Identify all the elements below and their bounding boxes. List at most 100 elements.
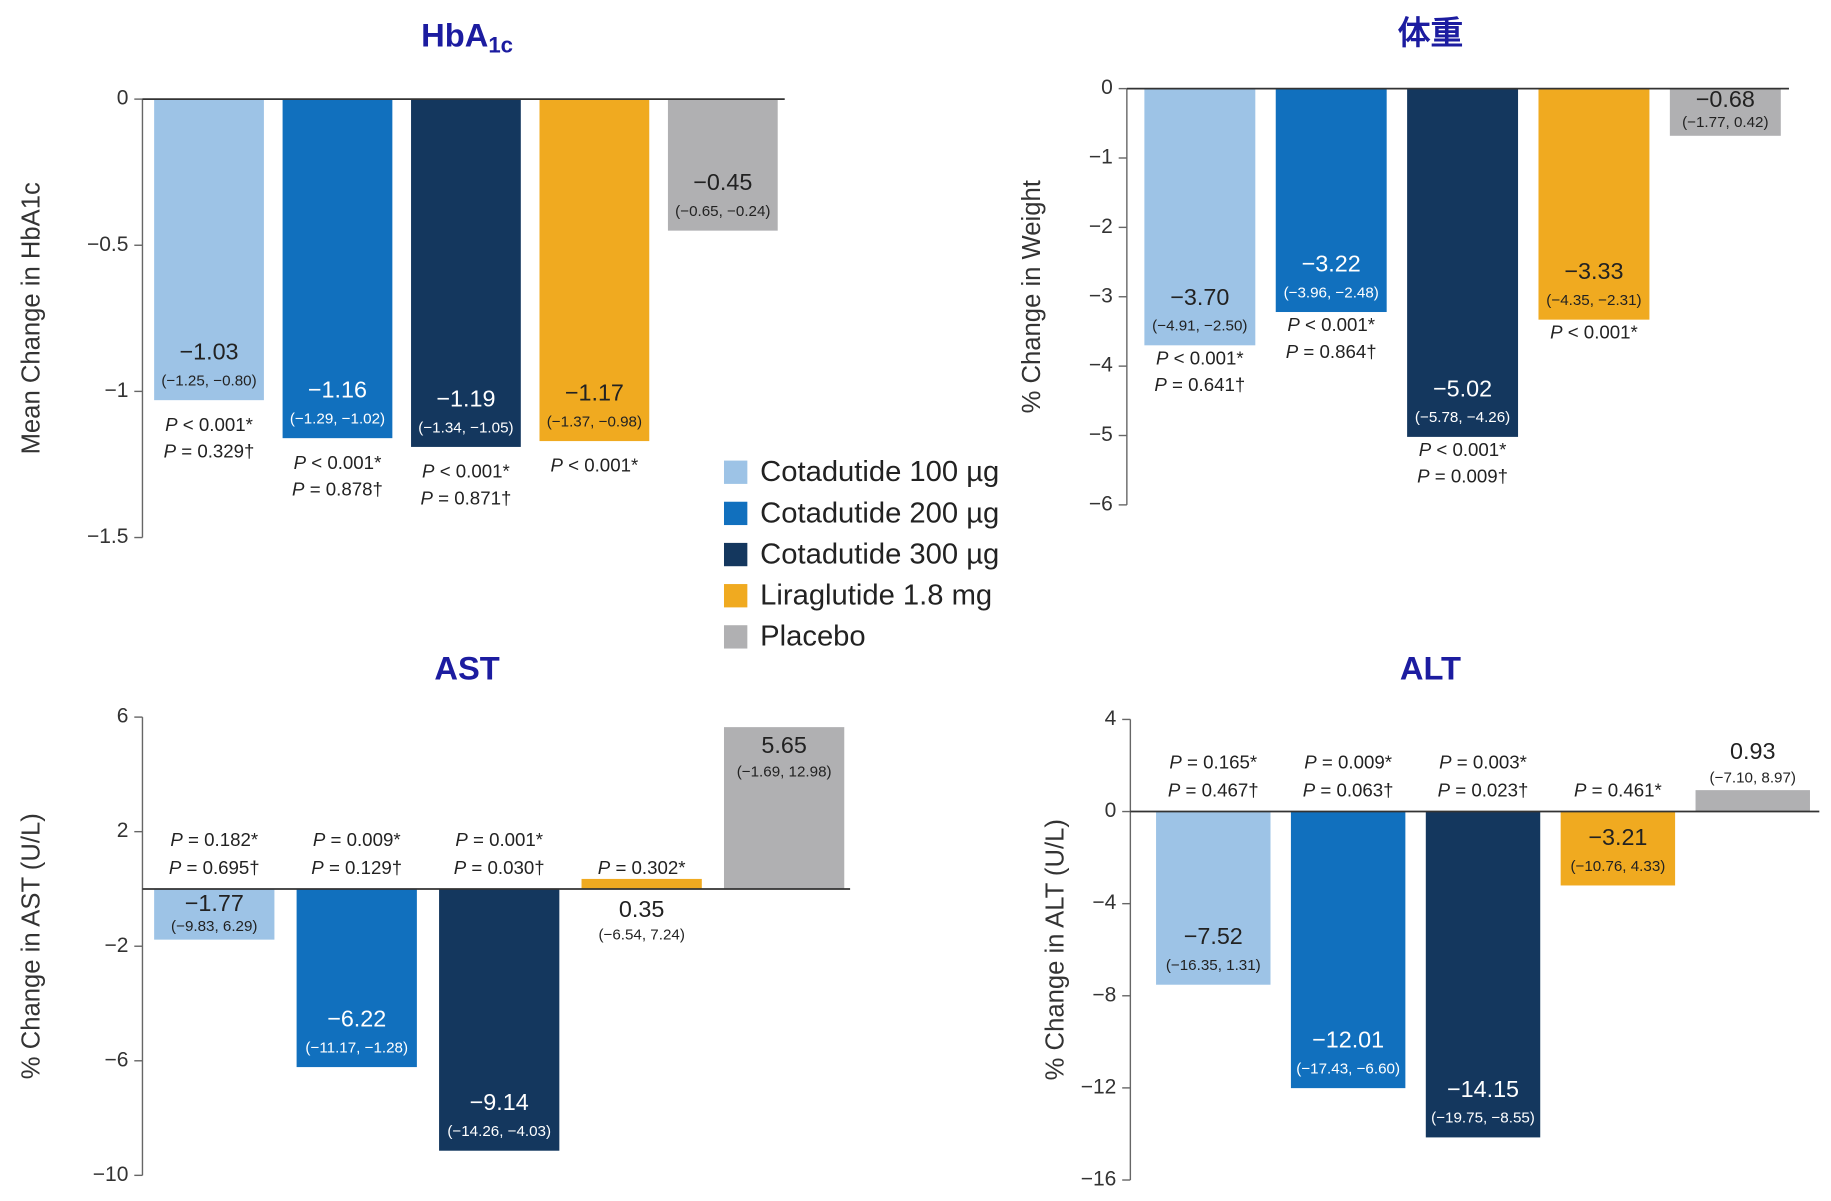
legend-swatch [723,584,748,608]
value-label: −0.45 [693,169,752,195]
p-value-label: P = 0.864† [1286,341,1377,362]
y-tick-label: −1.5 [87,525,128,548]
y-tick-label: 4 [1105,707,1117,730]
y-tick-label: 6 [117,705,129,728]
chart-title: ALT [1400,649,1461,686]
p-value-label: P = 0.001* [455,829,543,850]
bar [282,99,393,439]
chart-title: HbA1c [421,16,513,58]
y-axis-label: % Change in Weight [1018,180,1046,413]
title-text: AST [434,649,499,686]
ci-label: (−0.65, −0.24) [675,203,770,220]
y-tick-label: −12 [1081,1075,1117,1098]
y-tick-label: 0 [1101,76,1113,99]
bar [667,99,778,231]
ci-label: (−1.34, −1.05) [418,419,513,436]
bar [1538,88,1650,320]
value-label: −14.15 [1447,1076,1519,1102]
y-tick-label: −6 [104,1048,128,1071]
value-label: 0.35 [619,896,664,922]
y-tick-label: −2 [104,934,128,957]
p-value-label: P = 0.467† [1168,780,1259,801]
bar [1425,811,1541,1138]
y-tick-label: −6 [1089,492,1113,515]
ci-label: (−3.96, −2.48) [1284,284,1379,301]
ci-label: (−5.78, −4.26) [1415,409,1510,426]
value-label: −1.03 [179,339,238,365]
y-tick-label: 2 [117,819,129,842]
bar [439,888,560,1151]
p-value-label: P < 0.001* [1550,322,1638,343]
ci-label: (−6.54, 7.24) [598,927,684,944]
y-tick-label: −1 [104,379,128,402]
p-value-label: P = 0.461* [1574,780,1662,801]
p-value-label: P = 0.878† [292,479,383,500]
ci-label: (−4.91, −2.50) [1152,318,1247,335]
value-label: −3.33 [1564,258,1623,284]
ci-label: (−1.29, −1.02) [290,411,385,428]
y-tick-label: −5 [1089,423,1113,446]
bar [411,99,521,447]
bar [539,99,650,442]
y-tick-label: −2 [1089,215,1113,238]
y-axis-label: % Change in AST (U/L) [17,813,45,1079]
value-label: −1.77 [185,890,244,916]
value-label: −1.17 [565,380,624,406]
legend-label: Cotadutide 100 µg [760,456,999,488]
y-tick-label: 0 [117,87,129,110]
p-value-label: P = 0.129† [311,857,402,878]
y-tick-label: −1 [1089,146,1113,169]
legend-label: Cotadutide 200 µg [760,497,999,529]
value-label: 0.93 [1730,738,1775,764]
y-axis-label: Mean Change in HbA1c [17,182,45,454]
ci-label: (−17.43, −6.60) [1296,1060,1400,1077]
value-label: −1.16 [308,377,367,403]
bar [1669,88,1781,136]
p-value-label: P = 0.871† [421,487,512,508]
value-label: −9.14 [470,1089,529,1115]
bar [1156,811,1271,985]
bar [1407,88,1519,437]
p-value-label: P < 0.001* [1419,439,1507,460]
value-label: −12.01 [1312,1027,1384,1053]
p-value-label: P = 0.009* [313,829,401,850]
bar [1290,811,1406,1089]
value-label: −6.22 [327,1006,386,1032]
value-label: 5.65 [761,732,806,758]
title-text: ALT [1400,649,1461,686]
ci-label: (−1.25, −0.80) [161,373,256,390]
legend-swatch [723,625,748,649]
value-label: −5.02 [1433,375,1492,401]
p-value-label: P = 0.302* [598,857,686,878]
p-value-label: P = 0.182* [170,829,258,850]
p-value-label: P = 0.165* [1169,752,1257,773]
legend-label: Placebo [760,621,865,653]
p-value-label: P = 0.030† [454,857,545,878]
bar [723,727,845,889]
ci-label: (−9.83, 6.29) [171,918,257,935]
legend-label: Cotadutide 300 µg [760,538,999,570]
y-tick-label: 0 [1105,799,1117,822]
value-label: −3.70 [1170,284,1229,310]
value-label: −1.19 [436,385,495,411]
y-tick-label: −3 [1089,284,1113,307]
legend-swatch [723,501,748,526]
p-value-label: P < 0.001* [422,461,510,482]
y-tick-label: −4 [1089,354,1113,377]
value-label: −3.21 [1588,824,1647,850]
y-tick-label: −8 [1092,983,1116,1006]
p-value-label: P = 0.641† [1154,374,1245,395]
bar [154,888,275,940]
p-value-label: P = 0.003* [1439,752,1527,773]
chart-title: AST [434,649,499,686]
bar [1560,811,1676,886]
p-value-label: P < 0.001* [294,452,382,473]
y-tick-label: −4 [1092,891,1116,914]
ci-label: (−1.37, −0.98) [547,413,642,430]
y-tick-label: −16 [1081,1168,1117,1191]
y-tick-label: −10 [93,1163,129,1186]
ci-label: (−16.35, 1.31) [1166,957,1261,974]
ci-label: (−10.76, 4.33) [1570,858,1665,875]
title-text: 体重 [1398,14,1463,51]
